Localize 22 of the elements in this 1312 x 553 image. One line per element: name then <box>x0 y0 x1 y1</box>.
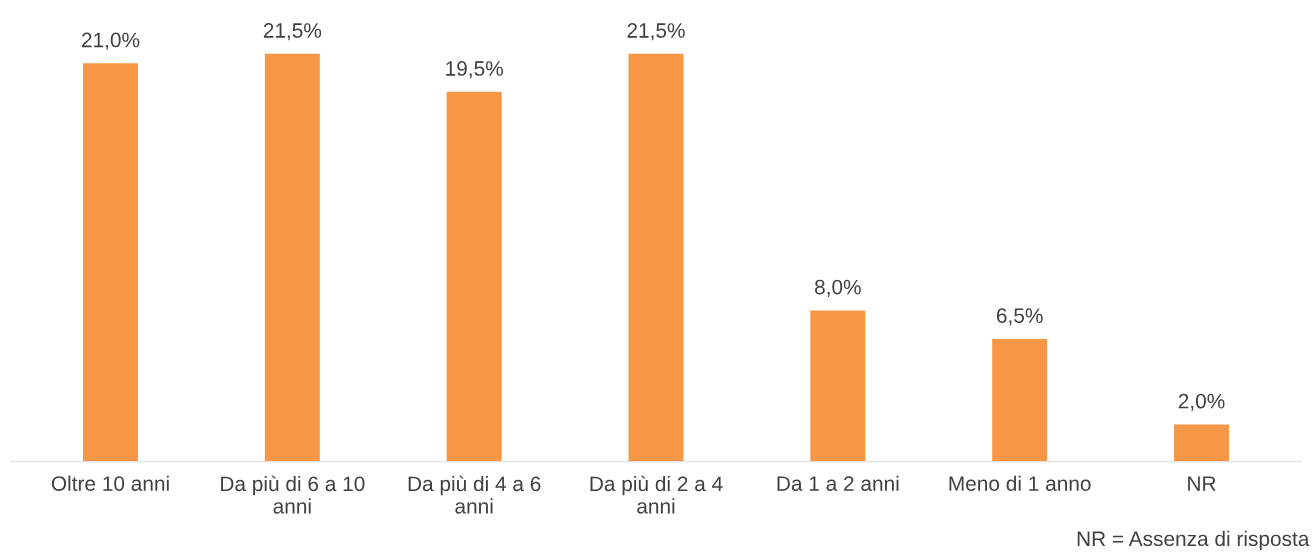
bar <box>263 53 322 462</box>
bar <box>1172 423 1231 462</box>
bar <box>445 90 504 462</box>
bar <box>808 308 867 462</box>
data-label: 8,0% <box>815 279 861 297</box>
data-label: 21,5% <box>627 23 685 41</box>
x-tick-label: Oltre 10 anni <box>51 475 169 491</box>
x-tick-label: Da più di 2 a 4 anni <box>590 475 723 514</box>
bar <box>990 337 1049 462</box>
data-label: 21,0% <box>82 32 140 50</box>
x-tick-label: Da più di 6 a 10 anni <box>221 475 365 514</box>
data-label: 6,5% <box>996 308 1043 326</box>
x-tick-label: Da 1 a 2 anni <box>777 475 899 491</box>
bar <box>627 53 685 462</box>
bar <box>81 61 140 462</box>
data-label: 19,5% <box>446 61 503 79</box>
x-tick-label: Meno di 1 anno <box>949 475 1091 491</box>
data-label: 21,5% <box>263 23 322 41</box>
data-label: 2,0% <box>1178 393 1225 411</box>
x-tick-label: Da più di 4 a 6 anni <box>408 475 541 514</box>
x-tick-label: NR <box>1188 476 1216 491</box>
text: NR = Assenza di risposta <box>1077 530 1310 551</box>
